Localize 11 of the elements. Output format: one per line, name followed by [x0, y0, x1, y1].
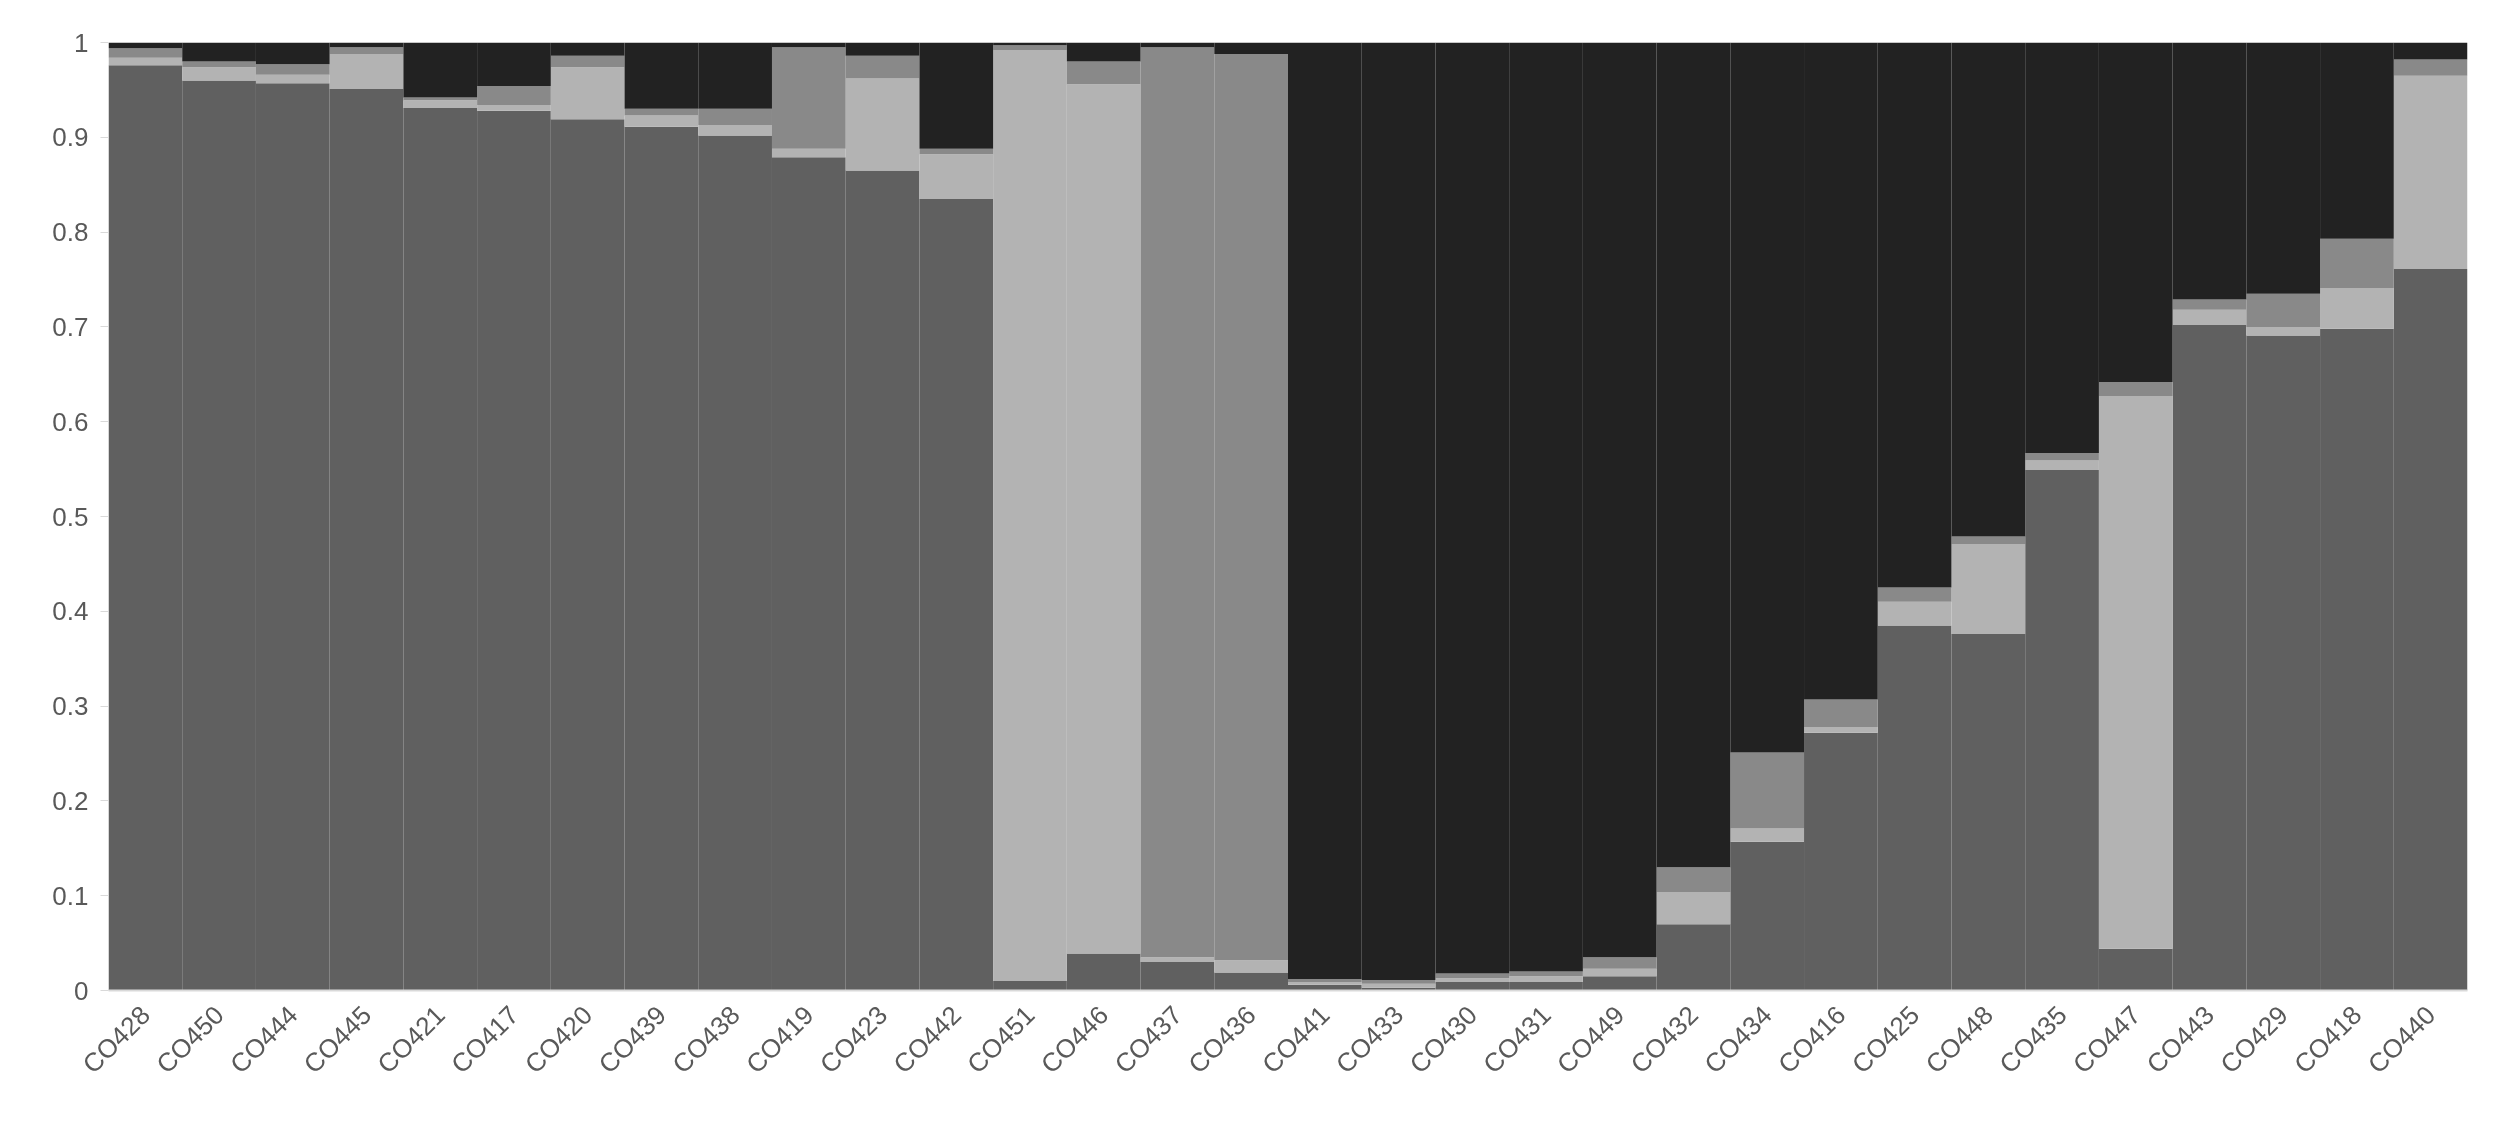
- y-tick-label: 0.3: [52, 691, 89, 722]
- y-tick-label: 0: [74, 975, 89, 1006]
- y-tick-label: 1: [74, 27, 89, 58]
- y-tick-label: 0.2: [52, 785, 89, 816]
- y-tick-label: 0.1: [52, 880, 89, 911]
- y-tick-label: 0.6: [52, 406, 89, 437]
- y-tick-label: 0.5: [52, 501, 89, 532]
- y-tick-label: 0.9: [52, 122, 89, 153]
- y-tick-label: 0.4: [52, 596, 89, 627]
- y-tick-label: 0.8: [52, 217, 89, 248]
- y-tick-label: 0.7: [52, 311, 89, 342]
